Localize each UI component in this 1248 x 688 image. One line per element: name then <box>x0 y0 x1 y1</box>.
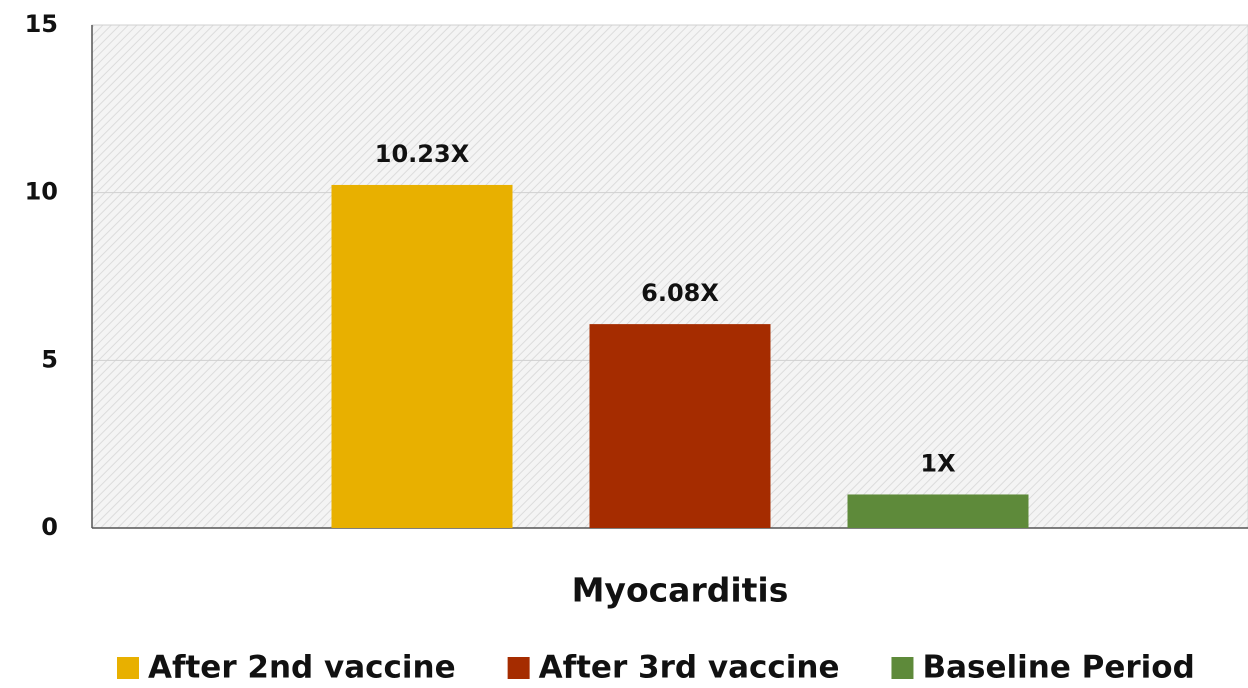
legend-swatch <box>891 657 914 679</box>
data-label: 10.23X <box>375 140 470 168</box>
y-tick-label: 10 <box>25 178 58 206</box>
legend-label: After 2nd vaccine <box>148 650 456 686</box>
y-tick-label: 15 <box>25 10 58 38</box>
legend-swatch <box>507 657 530 679</box>
data-label: 1X <box>920 449 956 477</box>
legend-label: Baseline Period <box>922 650 1194 686</box>
bar <box>331 184 513 529</box>
legend-label: After 3rd vaccine <box>539 650 840 686</box>
bar <box>589 324 771 528</box>
y-tick-label: 0 <box>41 513 58 541</box>
bar <box>847 494 1029 528</box>
legend-swatch <box>117 657 139 679</box>
data-label: 6.08X <box>641 279 719 307</box>
y-tick-label: 5 <box>41 345 58 373</box>
x-tick-label: Myocarditis <box>572 571 789 610</box>
